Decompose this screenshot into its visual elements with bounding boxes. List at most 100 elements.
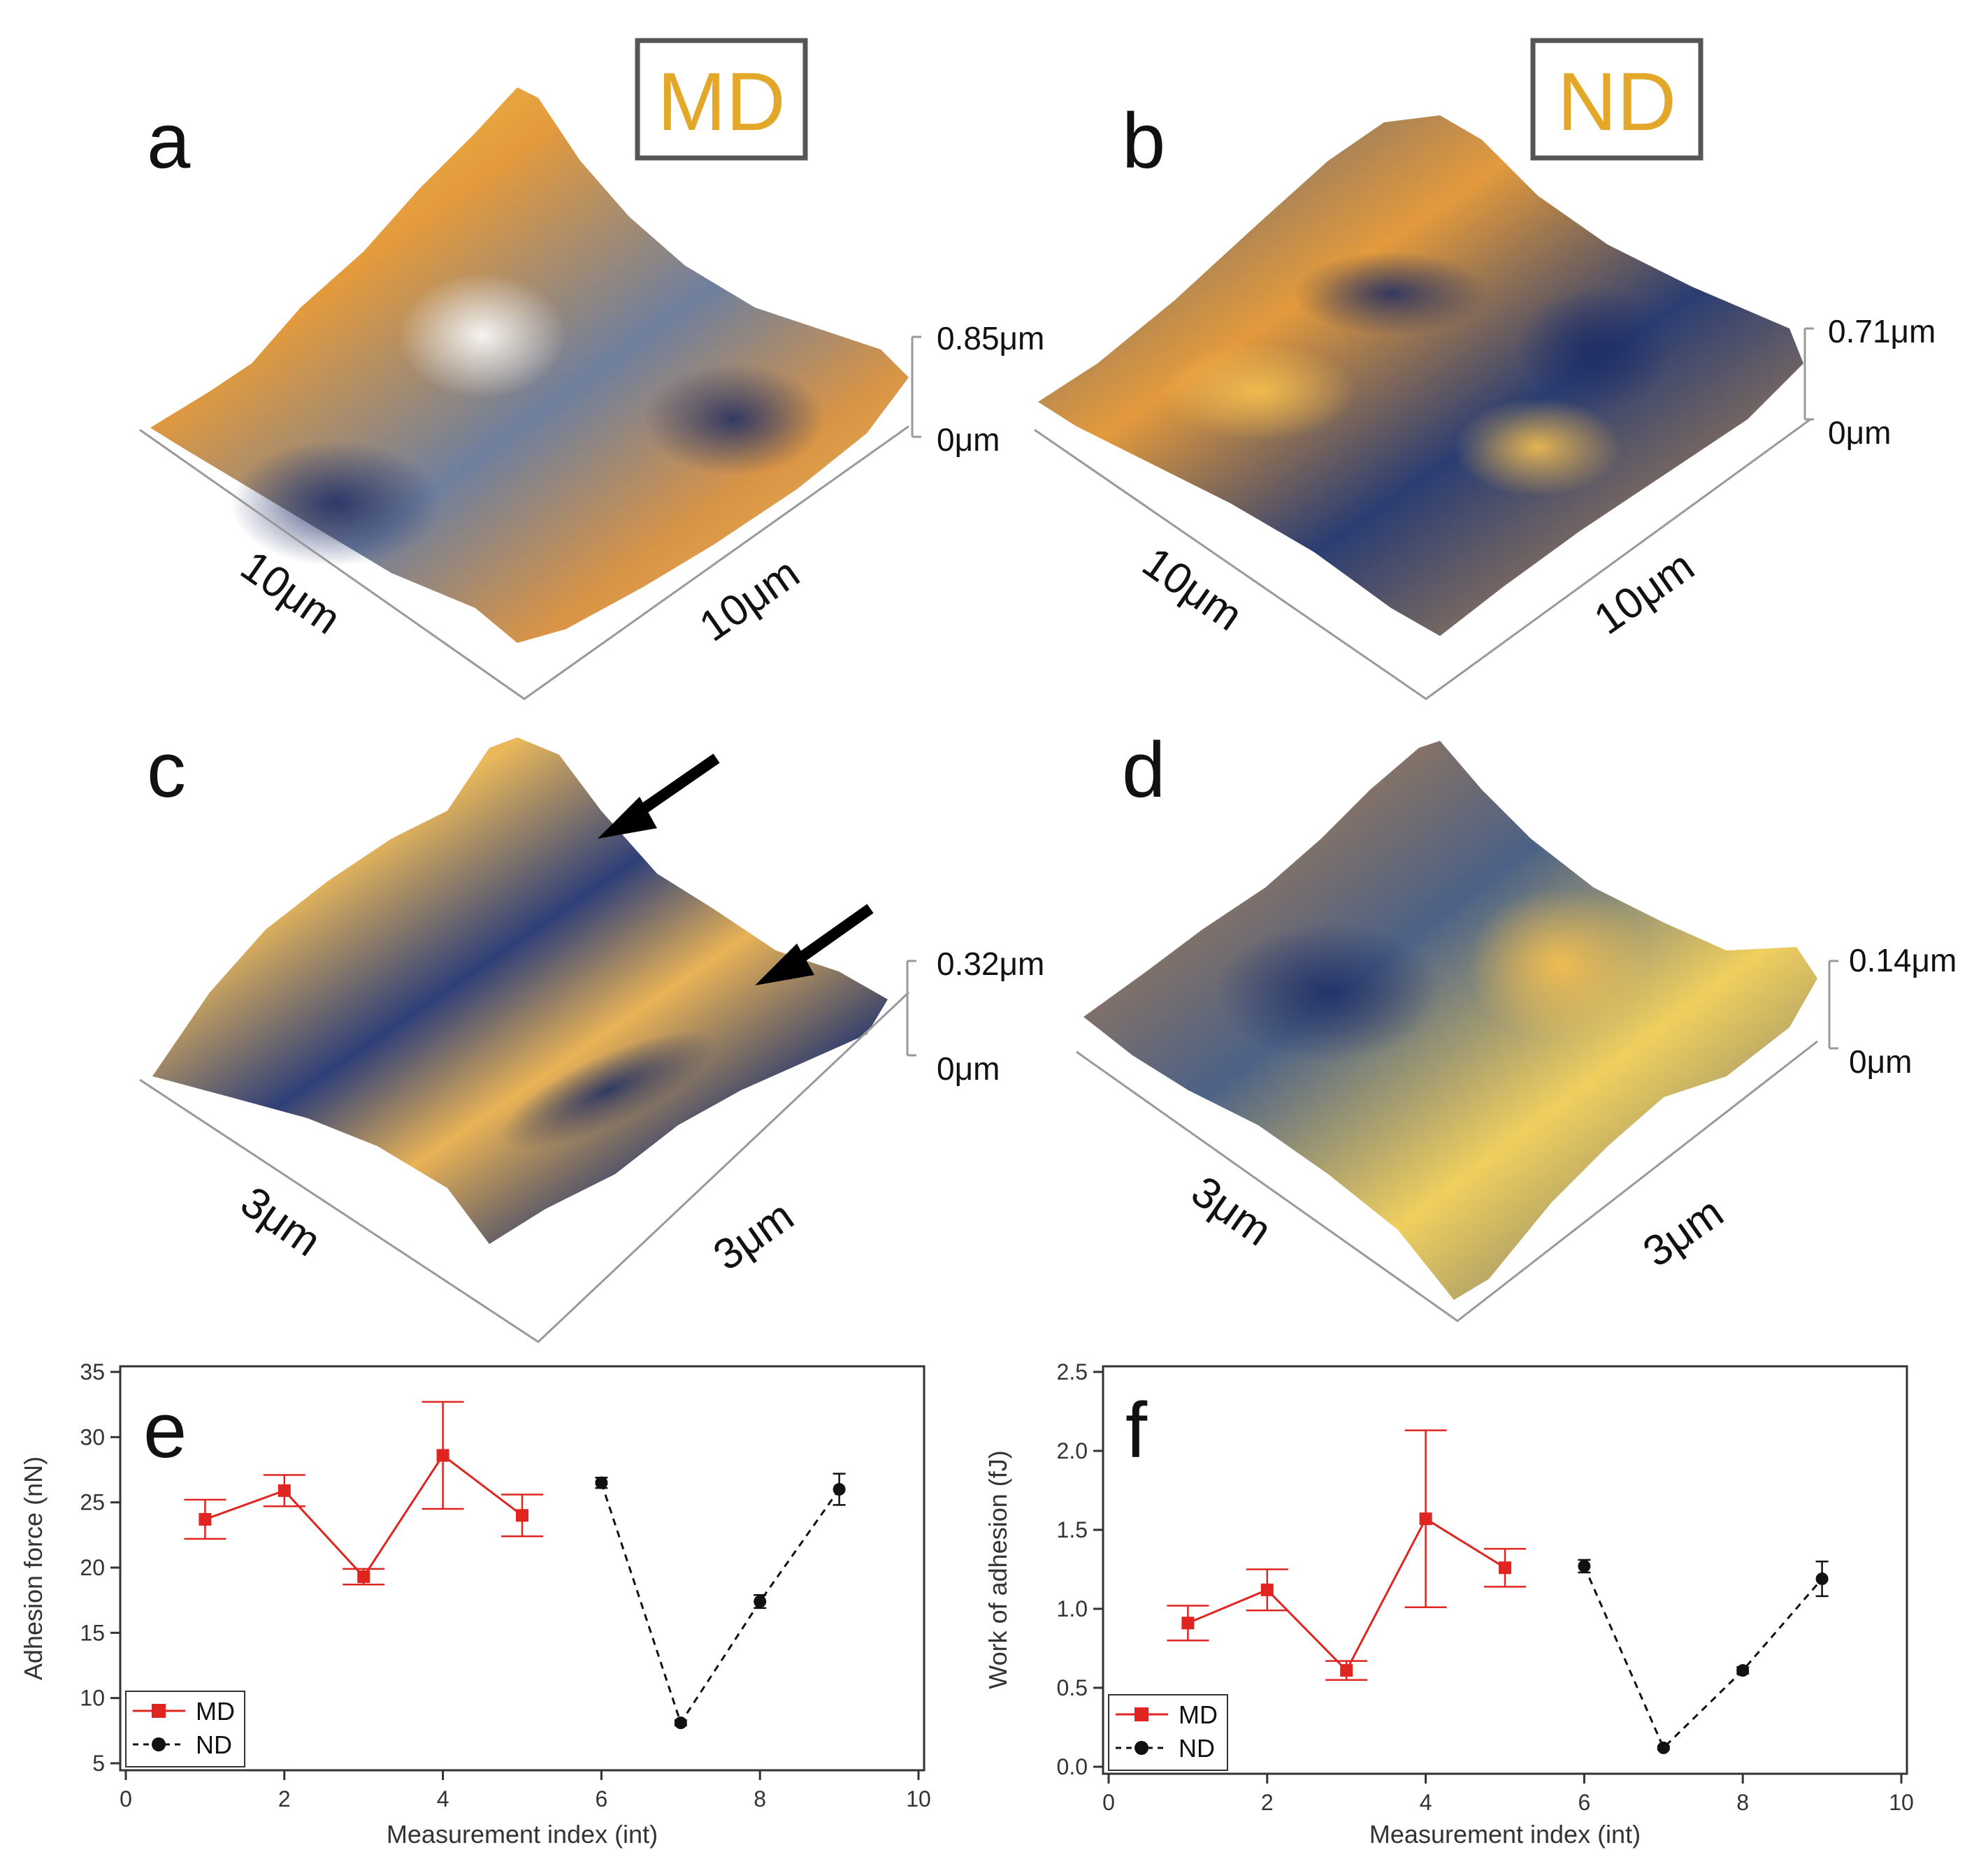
data-point-md [516,1509,528,1522]
z-max-label-b: 0.71μm [1828,313,1936,349]
z-min-label-a: 0μm [937,421,1000,458]
data-point-md [1181,1617,1195,1630]
legend-f: MD ND [1108,1694,1228,1771]
axis-ticks-e: 0 2 4 6 8 10 5 10 15 20 25 30 35 [80,1359,930,1811]
legend-marker-md-e [152,1704,166,1718]
panel-letter-b: b [1122,97,1165,185]
data-point-md [436,1449,449,1462]
dim-left-d: 3μm [1183,1167,1280,1255]
y-tick-label: 1.0 [1057,1596,1088,1621]
panel-letter-f: f [1125,1387,1148,1474]
dim-left-b: 10μm [1134,538,1251,640]
y-tick-label: 10 [80,1686,105,1711]
data-point-nd [1736,1664,1750,1677]
data-point-md [1419,1512,1432,1526]
x-tick-label: 0 [1102,1790,1115,1815]
data-point-md [1340,1664,1353,1677]
x-tick-label: 10 [906,1786,931,1811]
panel-letter-a: a [147,97,191,185]
data-point-nd [754,1595,767,1608]
z-min-label-c: 0μm [937,1050,1000,1087]
arrow-icon [755,904,874,985]
panel-c: c 0.32μm 0μm 3μm 3μm [139,726,1044,1343]
x-tick-label: 8 [1736,1790,1749,1815]
y-tick-label: 5 [92,1751,105,1776]
base-axes-a [139,425,909,700]
y-tick-label: 30 [80,1424,105,1449]
md-tag-box [635,38,808,161]
z-min-label-d: 0μm [1849,1043,1912,1080]
afm-valley-b2 [1517,287,1671,412]
legend-marker-nd-f [1135,1741,1148,1755]
z-max-label-a: 0.85μm [937,320,1044,356]
x-tick-label: 4 [437,1786,449,1811]
chart-marks-e [184,1401,846,1730]
y-tick-label: 35 [80,1359,105,1384]
base-axes-d [1076,1040,1818,1322]
x-tick-label: 4 [1420,1790,1432,1815]
x-axis-title-e: Measurement index (int) [387,1820,658,1849]
x-tick-label: 0 [120,1786,132,1811]
x-tick-label: 6 [1578,1790,1591,1815]
dim-right-b: 10μm [1585,542,1703,644]
x-tick-label: 2 [278,1786,291,1811]
panel-letter-d: d [1122,726,1165,813]
legend-label-nd-e: ND [196,1730,232,1759]
x-tick-label: 8 [754,1786,766,1811]
dim-right-a: 10μm [691,549,808,651]
data-point-nd [674,1716,687,1730]
y-tick-label: 2.0 [1057,1438,1088,1463]
afm-valley-b [1293,252,1489,335]
afm-surface-b [1038,115,1803,636]
plot-frame-e [119,1365,925,1772]
legend-marker-md-f [1135,1707,1148,1721]
afm-surface-c [152,737,888,1244]
y-tick-label: 25 [80,1490,105,1515]
y-tick-label: 15 [80,1620,105,1645]
data-point-nd [595,1476,608,1489]
panel-a: a MD 0.85μm 0μm 10μm 10μm [139,38,1044,700]
afm-ridge-b [1160,342,1356,440]
afm-valley-d [1216,923,1440,1062]
data-point-nd [833,1483,846,1496]
x-tick-label: 10 [1889,1790,1914,1815]
legend-e: MD ND [125,1691,245,1767]
legend-box-f [1108,1694,1228,1771]
z-max-label-c: 0.32μm [937,946,1044,982]
series-line-nd-e [600,1482,840,1726]
legend-label-md-e: MD [196,1697,235,1726]
series-line-nd-f [1583,1565,1823,1750]
afm-surface-d [1083,741,1817,1300]
arrow-icon [598,753,720,839]
data-point-nd [1578,1559,1591,1572]
afm-ridge-b2 [1454,398,1622,496]
nd-tag-label: ND [1557,56,1676,148]
afm-ridge-d [1468,888,1650,1041]
chart-f: f 0 2 4 6 8 10 0.0 0.5 1.0 1.5 2.0 2.5 Measurement … [984,1359,1914,1849]
data-point-nd [1815,1572,1829,1586]
y-tick-label: 1.5 [1057,1517,1088,1542]
dim-right-d: 3μm [1634,1188,1731,1276]
data-point-md [199,1512,212,1526]
data-point-md [357,1570,370,1584]
data-point-md [278,1484,291,1497]
legend-marker-nd-e [152,1737,166,1751]
y-tick-label: 20 [80,1555,105,1580]
y-tick-label: 2.5 [1057,1359,1088,1384]
y-tick-label: 0.0 [1057,1754,1088,1779]
nd-tag-box [1530,38,1704,161]
dim-right-c: 3μm [705,1192,802,1280]
z-max-label-d: 0.14μm [1849,942,1957,978]
legend-label-md-f: MD [1179,1700,1218,1729]
chart-e: e 0 2 4 6 8 10 5 10 15 20 25 30 35 Measurement index… [19,1359,931,1849]
y-tick-label: 0.5 [1057,1675,1088,1700]
panel-d: d 0.14μm 0μm 3μm 3μm [1076,726,1957,1322]
x-tick-label: 6 [596,1786,608,1811]
y-axis-title-e: Adhesion force (nN) [19,1456,48,1680]
data-point-nd [1657,1741,1670,1754]
y-axis-title-f: Work of adhesion (fJ) [984,1450,1012,1688]
legend-label-nd-f: ND [1179,1734,1215,1763]
data-point-md [1499,1561,1511,1575]
chart-marks-f [1167,1429,1829,1754]
